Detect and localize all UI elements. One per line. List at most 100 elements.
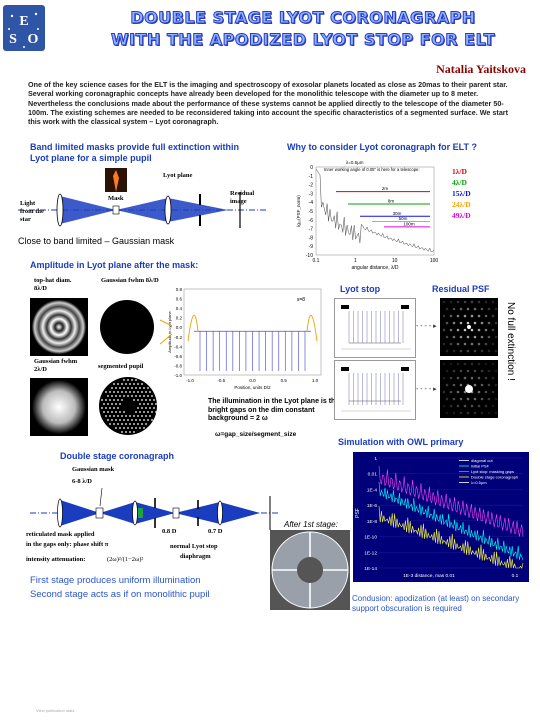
residual-image-label: Residual image <box>230 190 255 205</box>
psf-speckle <box>487 369 491 373</box>
psf-speckle <box>487 307 491 311</box>
psf-ytick: -2 <box>309 183 314 189</box>
pupil-gap-dot <box>155 411 157 413</box>
psf-speckle <box>449 342 453 346</box>
svg-text:S: S <box>9 32 17 47</box>
pupil-gap-dot <box>119 387 121 389</box>
amplitude-heading: Amplitude in Lyot plane after the mask: <box>30 260 199 270</box>
no-full-extinction-note: No full extinction ! <box>505 302 516 381</box>
psf-speckle <box>477 376 481 380</box>
psf-speckle <box>459 335 463 339</box>
pupil-gap-dot <box>151 419 153 421</box>
psf-speckle <box>491 362 495 366</box>
psf-plot-area <box>315 166 435 256</box>
pupil-gap-dot <box>155 403 157 405</box>
amp-xtick: -0.5 <box>217 378 225 383</box>
psf-speckle <box>473 383 477 387</box>
psf-speckle <box>494 321 498 325</box>
pupil-gap-dot <box>113 423 115 425</box>
why-heading: Why to consider Lyot coronagraph for ELT… <box>287 142 478 152</box>
psf-speckle <box>456 314 460 318</box>
psf-speckle <box>442 376 446 380</box>
pupil-gap-dot <box>105 399 107 401</box>
psf-speckle <box>477 404 481 408</box>
psf-speckle <box>491 390 495 394</box>
pupil-gap-dot <box>133 415 135 417</box>
pupil-gap-dot <box>119 427 121 429</box>
psf-core <box>467 325 471 329</box>
amp-edge-right <box>306 315 318 342</box>
amp-ytick: -0.2 <box>174 335 182 340</box>
lyot-stop-note-1: normal Lyot stop <box>170 543 218 550</box>
psf-speckle <box>487 411 491 415</box>
simple-coronagraph-diagram <box>18 168 273 238</box>
pupil-gap-dot <box>113 399 115 401</box>
sim-legend-text: diagonal cut <box>471 458 493 463</box>
segmented-pupil-label: segmented pupil <box>98 363 144 370</box>
amp-xtick: 1.0 <box>312 378 319 383</box>
psf-speckle <box>494 411 498 415</box>
gaussian-2-amplitude-image <box>30 378 88 436</box>
arrow-to-psf-2: - - - - ▸ <box>416 386 437 393</box>
psf-telescope-chart: 0 -1 -2 -3 -4 -5 -6 -7 -8 -9 -10 0.1 1 10 100 angular d… <box>294 157 444 272</box>
amp-ytick: -0.8 <box>174 363 182 368</box>
arrow-to-psf-1: - - - - ▸ <box>416 323 437 330</box>
pupil-gap-dot <box>133 431 135 433</box>
stop-block-left <box>341 367 349 371</box>
psf-speckle <box>494 335 498 339</box>
pupil-gap-dot <box>139 387 141 389</box>
amp-xtick: 0.5 <box>281 378 288 383</box>
gaussian-mask-label: Gaussian mask <box>72 466 115 473</box>
psf-speckle <box>445 321 449 325</box>
attenuation-formula: (2ω)²/(1−2ω)² <box>107 556 144 563</box>
psf-speckle <box>452 335 456 339</box>
footer-text: View publication stats <box>36 708 75 713</box>
pupil-gap-dot <box>145 391 147 393</box>
amp-ytick: 0.6 <box>176 297 183 302</box>
stop-block-right <box>401 305 409 309</box>
pupil-gap-dot <box>149 415 151 417</box>
sim-legend-text: Double stage coronagraph <box>471 475 518 480</box>
pupil-gap-dot <box>123 411 125 413</box>
psf-curve-label: 8m <box>388 198 395 203</box>
psf-speckle <box>466 307 470 311</box>
pupil-gap-dot <box>143 395 145 397</box>
mask-label: Mask <box>108 195 124 202</box>
diameter-07-label: 0.7 D <box>208 528 223 535</box>
pupil-gap-dot <box>127 427 129 429</box>
band-limited-heading: Band limited masks provide full extincti… <box>30 142 240 163</box>
pupil-gap-dot <box>109 399 111 401</box>
residual-psf-image-2 <box>440 360 498 418</box>
pupil-gap-dot <box>153 407 155 409</box>
amp-xtick: 0.0 <box>249 378 256 383</box>
why-legend-item: 1λ/D <box>452 167 467 176</box>
pupil-gap-dot <box>121 423 123 425</box>
pupil-gap-dot <box>139 403 141 405</box>
pupil-gap-dot <box>115 411 117 413</box>
psf-speckle <box>480 369 484 373</box>
psf-speckle <box>473 335 477 339</box>
residual-psf-image-1 <box>440 298 498 356</box>
psf-speckle <box>459 307 463 311</box>
psf-speckle <box>442 362 446 366</box>
psf-speckle <box>473 411 477 415</box>
psf-speckle <box>466 349 470 353</box>
psf-xtick: 0.1 <box>313 258 320 264</box>
sim-xlabel: 1E-3 distance, mas 0.01 <box>403 573 455 579</box>
psf-speckle <box>487 335 491 339</box>
gaussian-mask-size: 6-8 λ/D <box>72 478 92 485</box>
pupil-gap-dot <box>141 407 143 409</box>
double-stage-diagram <box>30 487 280 538</box>
psf-speckle <box>445 411 449 415</box>
psf-speckle <box>463 300 467 304</box>
sim-ytick: 1 <box>374 456 377 462</box>
psf-speckle <box>456 404 460 408</box>
sim-legend-text: λ=0.5μm <box>471 480 487 485</box>
amp-ytick: -0.6 <box>174 354 182 359</box>
psf-speckle <box>466 335 470 339</box>
amp-edge-left <box>187 315 199 342</box>
psf-speckle <box>484 300 488 304</box>
pupil-gap-dot <box>127 395 129 397</box>
psf-speckle <box>449 404 453 408</box>
simulation-heading: Simulation with OWL primary <box>338 437 464 447</box>
